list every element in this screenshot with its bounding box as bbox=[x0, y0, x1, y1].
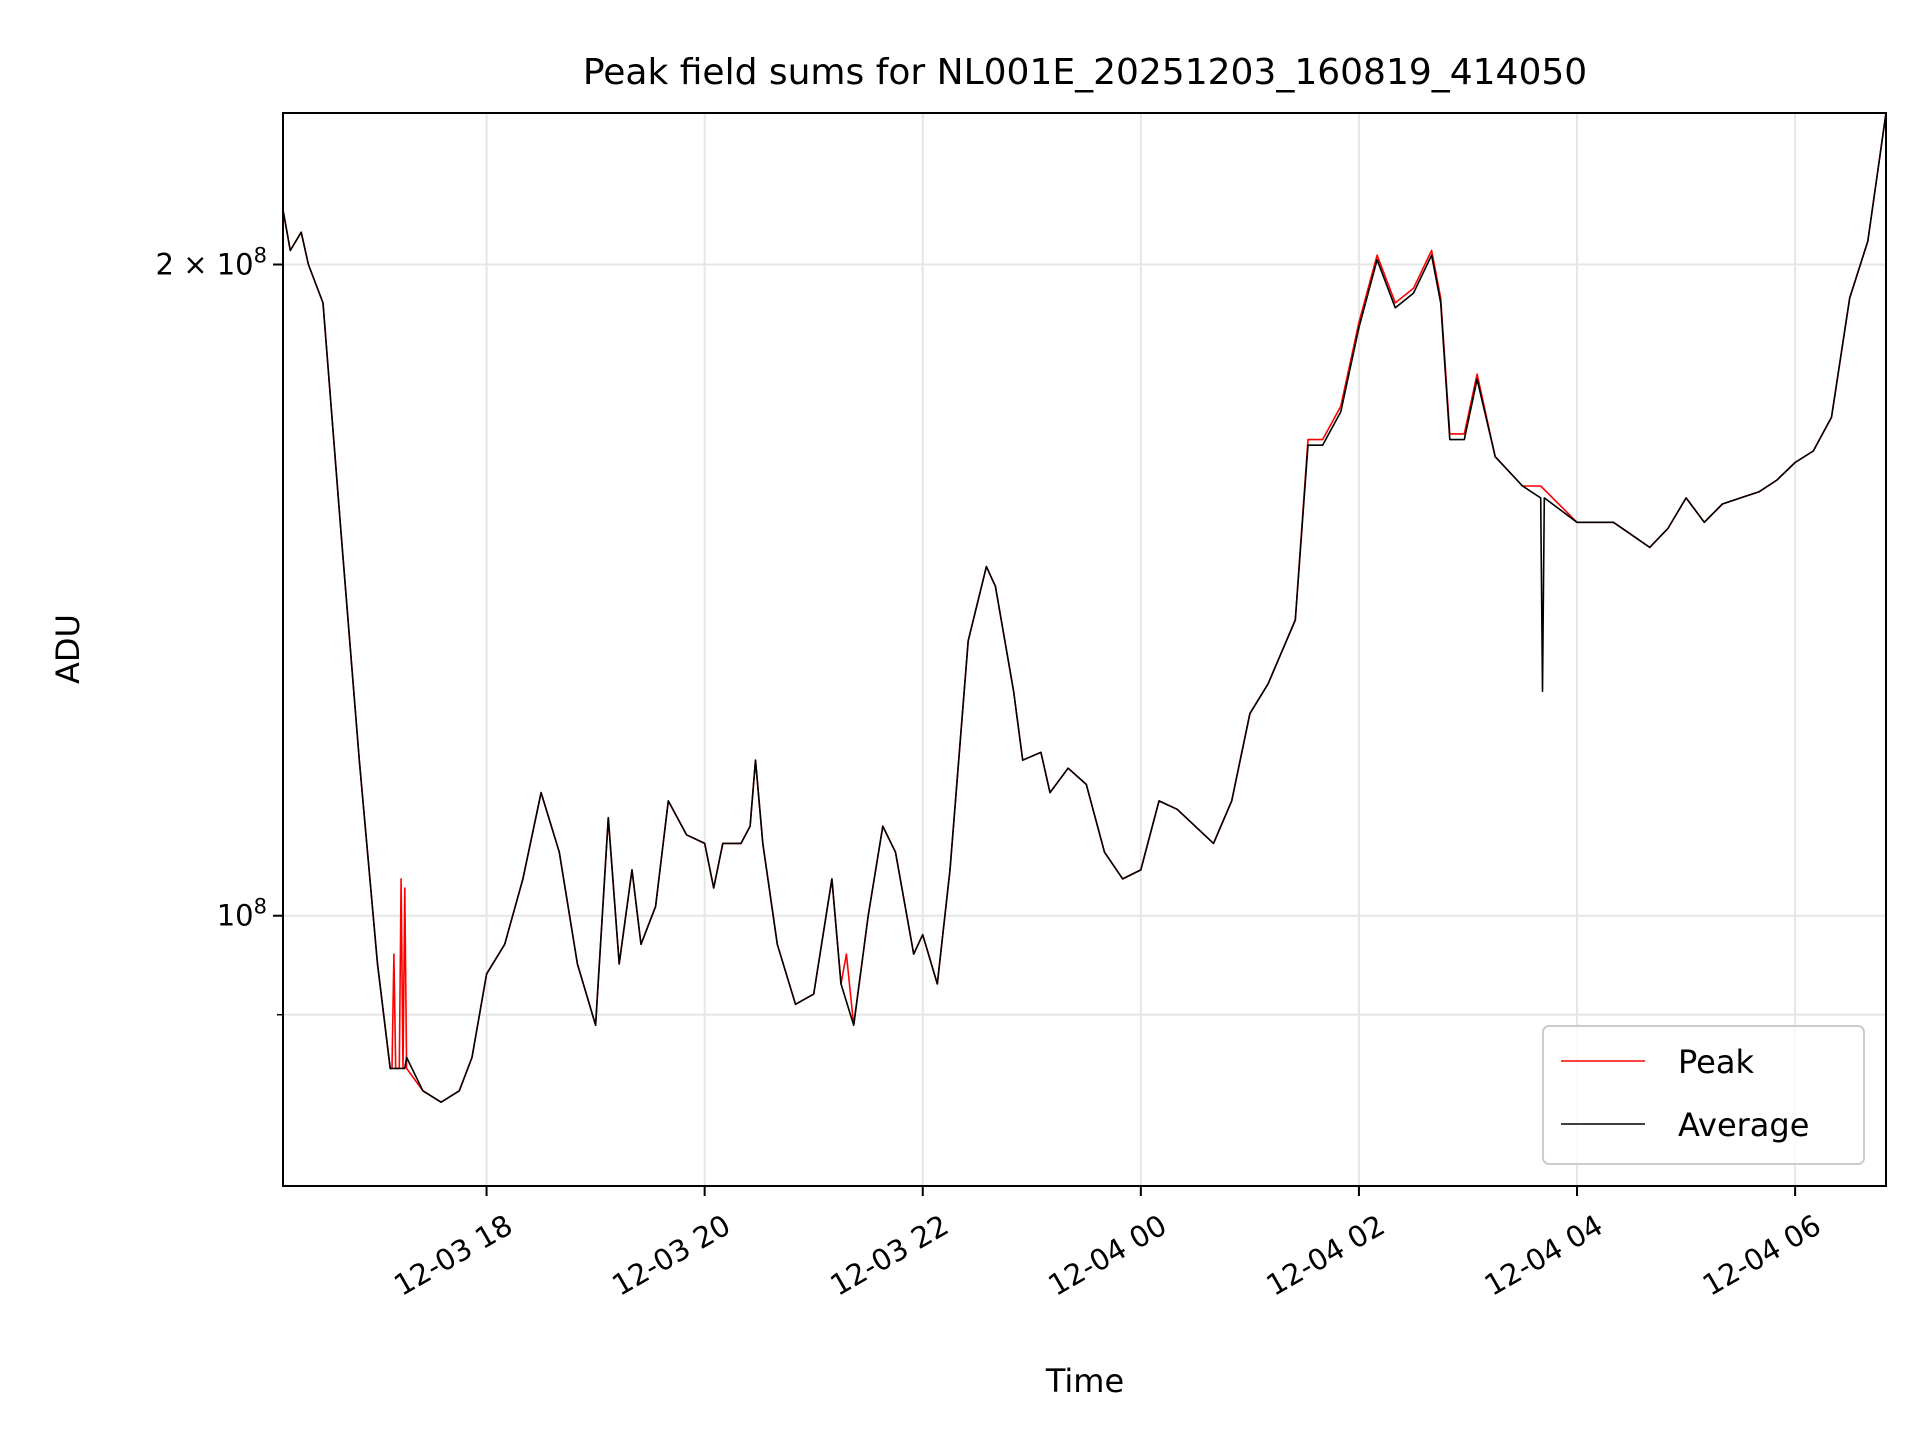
legend-label-average: Average bbox=[1678, 1106, 1809, 1144]
series-line-average bbox=[282, 112, 1887, 1103]
legend: Peak Average bbox=[1542, 1025, 1865, 1165]
y-tick-exponent: 8 bbox=[254, 895, 267, 919]
y-tick-exponent: 8 bbox=[254, 244, 267, 268]
y-axis-title: ADU bbox=[49, 614, 87, 684]
legend-label-peak: Peak bbox=[1678, 1043, 1754, 1081]
y-tick-label: 2 × 108 bbox=[156, 244, 267, 282]
x-axis-title: Time bbox=[1045, 1362, 1124, 1400]
plot-frame bbox=[282, 112, 1887, 1187]
grid-layer bbox=[283, 113, 1886, 1186]
chart-title: Peak field sums for NL001E_20251203_1608… bbox=[583, 52, 1587, 93]
series-layer bbox=[282, 112, 1887, 1103]
